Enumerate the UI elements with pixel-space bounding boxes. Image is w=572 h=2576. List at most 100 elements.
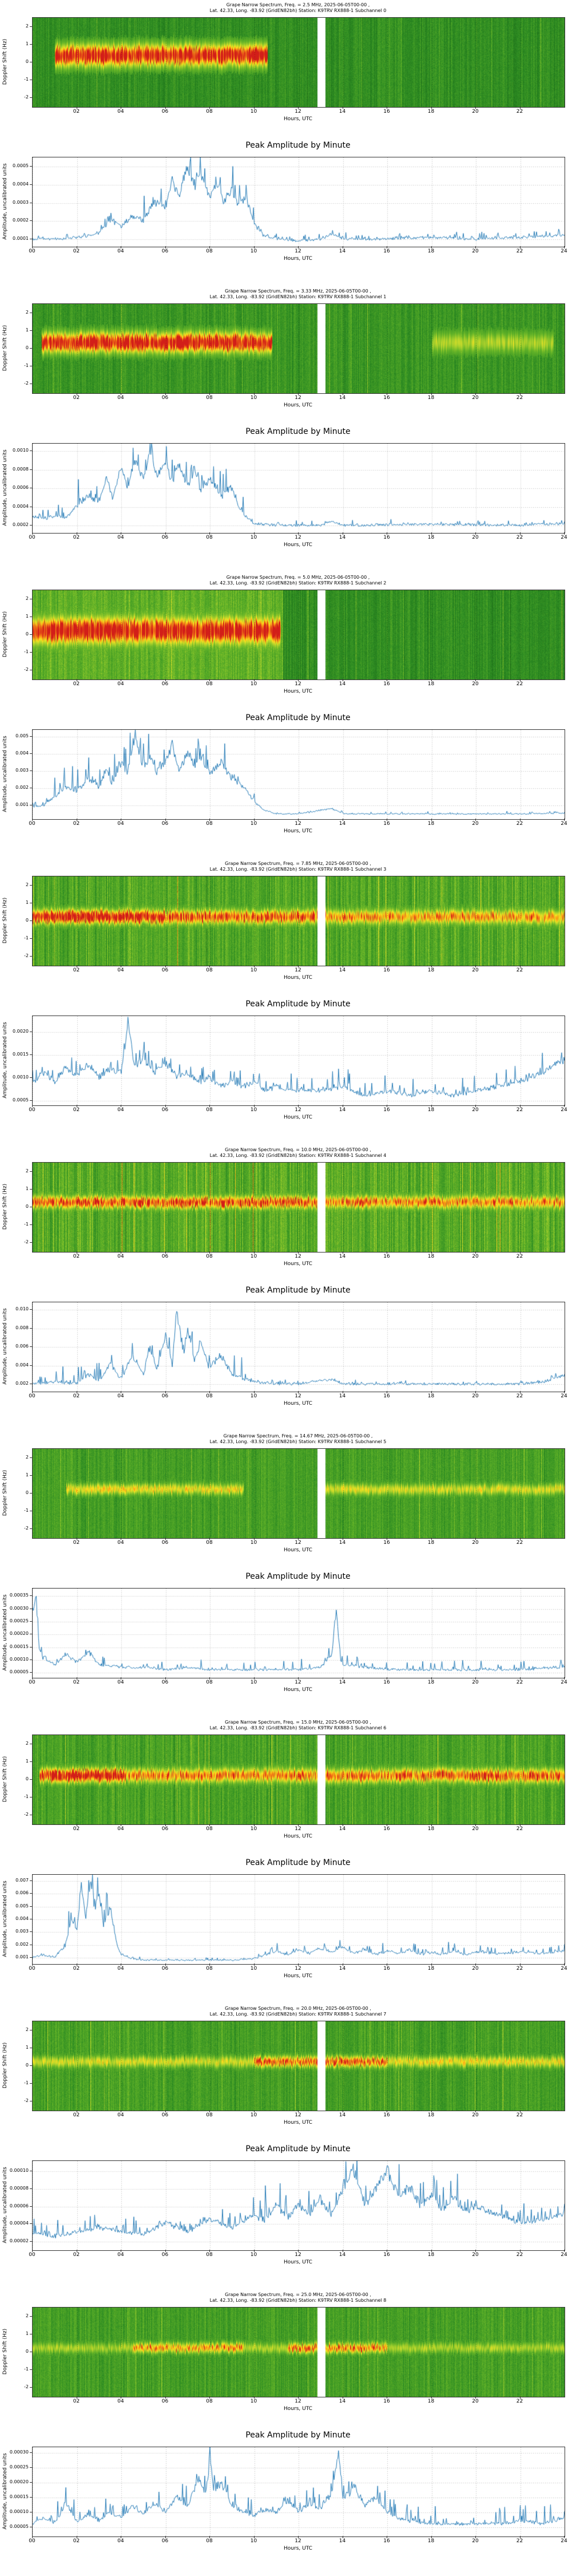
x-tickmark [298,1677,299,1680]
x-tick-label: 10 [250,1107,257,1113]
y-tick-label: 0.00005 [9,2524,29,2530]
x-tickmark [475,106,476,109]
y-tick-label: 0.0003 [13,199,29,205]
amplitude-figure: Peak Amplitude by Minute Amplitude, uncal… [0,996,572,1145]
x-tickmark [298,246,299,248]
x-tick-label: 14 [339,1393,346,1399]
x-tick-label: 06 [161,1540,169,1546]
x-tick-label: 06 [161,395,169,401]
y-tick-label: 1 [25,2330,29,2336]
x-tickmark [165,246,166,248]
y-tick-label: 0.00025 [9,1618,29,1623]
y-tick-label: -1 [24,2366,29,2372]
x-tick-label: 08 [206,1393,213,1399]
x-tick-label: 00 [29,1966,35,1971]
amplitude-plot-area [32,157,565,247]
spectrogram-title-line2: Lat. 42.33, Long. -83.92 (GridEN82bh) St… [209,580,387,586]
y-tick-label: 0.006 [15,1890,29,1896]
x-tickmark [519,2250,521,2252]
y-tick-label: 0.0008 [13,466,29,472]
x-tick-label: 14 [339,395,346,401]
spectrogram-canvas [33,304,565,393]
x-tick-label: 16 [383,1254,390,1259]
x-tick-label: 10 [250,681,257,687]
x-tickmark [431,1824,432,1826]
x-tickmark [519,1105,521,1107]
spectrogram-title-line1: Grape Narrow Spectrum, Freq. = 15.0 MHz,… [225,1720,371,1725]
subchannel-4-section: Grape Narrow Spectrum, Freq. = 10.0 MHz,… [0,1145,572,1431]
x-tick-label: 02 [73,967,80,973]
x-tickmark [209,819,210,821]
x-tick-label: 12 [295,2399,301,2404]
x-tick-label: 24 [561,1393,567,1399]
x-tick-label: 18 [427,1540,435,1546]
x-tickmark [431,1963,432,1966]
y-tickmark [30,1893,32,1894]
spectrogram-title-line1: Grape Narrow Spectrum, Freq. = 14.67 MHz… [223,1433,373,1439]
x-tick-label: 04 [117,1680,124,1685]
x-tick-label: 02 [73,2252,80,2258]
x-tickmark [209,1963,210,1966]
x-tick-label: 08 [206,1966,213,1971]
amplitude-xlabel: Hours, UTC [284,256,312,262]
y-tick-label: 0 [25,1776,29,1781]
x-tick-label: 08 [206,681,213,687]
y-tick-label: 0 [25,2349,29,2354]
y-tick-label: 0.006 [15,1344,29,1349]
x-tickmark [253,679,255,681]
y-tickmark [30,2206,32,2207]
x-tick-label: 20 [472,1393,479,1399]
x-tick-label: 22 [516,248,523,254]
x-tickmark [475,1677,476,1680]
x-tick-label: 16 [383,681,390,687]
x-tick-label: 10 [250,395,257,401]
x-tickmark [431,819,432,821]
spectrogram-plot-area [32,1448,565,1539]
x-tickmark [209,1391,210,1393]
x-tick-label: 22 [516,1966,523,1971]
spectrogram-canvas [33,18,565,107]
amplitude-xlabel: Hours, UTC [284,542,312,548]
x-tick-label: 24 [561,1966,567,1971]
y-tickmark [30,1957,32,1958]
y-tickmark [30,1457,32,1458]
x-tick-label: 24 [561,1680,567,1685]
y-tickmark [30,348,32,349]
spectrogram-title-line1: Grape Narrow Spectrum, Freq. = 25.0 MHz,… [225,2292,371,2297]
y-tick-label: 0 [25,1490,29,1495]
x-tick-label: 02 [73,2538,80,2544]
y-tickmark [30,938,32,939]
x-tick-label: 08 [206,1107,213,1113]
amplitude-title: Peak Amplitude by Minute [245,1286,351,1295]
x-tick-label: 18 [427,967,435,973]
y-tick-label: 0.0002 [13,218,29,223]
x-tick-label: 06 [161,821,169,827]
y-tick-label: -2 [24,953,29,959]
x-tick-label: 22 [516,109,523,114]
x-tick-label: 16 [383,2399,390,2404]
spectrogram-canvas [33,1449,565,1538]
x-tick-label: 16 [383,2112,390,2118]
x-tickmark [32,1105,33,1107]
x-tick-label: 22 [516,821,523,827]
y-tickmark [30,920,32,921]
x-tick-label: 20 [472,1254,479,1259]
y-tick-label: 0.00010 [9,2168,29,2174]
x-tickmark [165,1824,166,1826]
x-tick-label: 02 [73,248,80,254]
x-tick-label: 08 [206,2252,213,2258]
x-tick-label: 06 [161,1254,169,1259]
amplitude-canvas [33,1589,565,1678]
x-tickmark [298,2250,299,2252]
amplitude-plot-area [32,1302,565,1392]
x-tickmark [298,1105,299,1107]
x-tickmark [253,532,255,535]
x-tickmark [475,1251,476,1254]
y-tick-label: -2 [24,381,29,386]
y-tick-label: 0.0005 [13,163,29,168]
x-tick-label: 20 [472,109,479,114]
spectrogram-figure: Grape Narrow Spectrum, Freq. = 25.0 MHz,… [0,2290,572,2427]
x-tickmark [298,1391,299,1393]
x-tickmark [519,393,521,395]
amplitude-title: Peak Amplitude by Minute [245,713,351,722]
